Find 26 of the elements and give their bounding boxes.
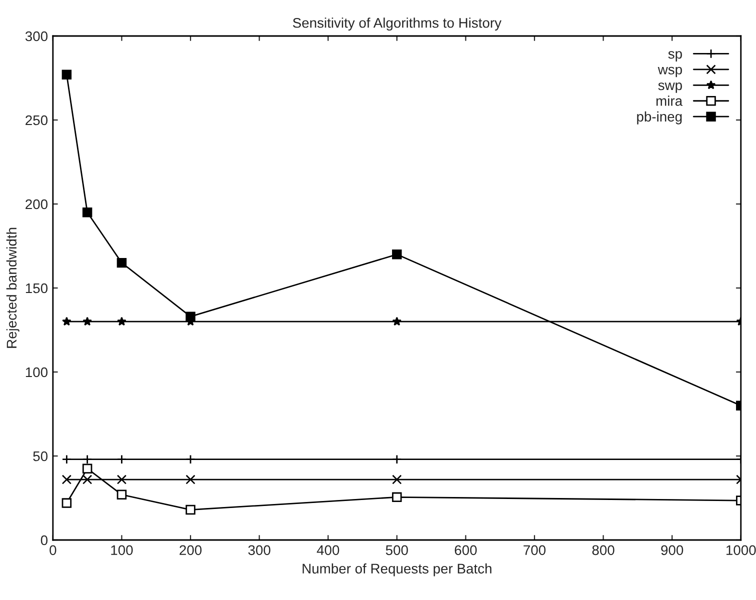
y-axis-title: Rejected bandwidth (6, 228, 20, 348)
legend-label: sp (668, 51, 682, 62)
legend-label: mira (656, 96, 683, 106)
x-tick-label: 800 (592, 545, 614, 556)
x-tick-label: 900 (661, 545, 684, 556)
y-tick-label: 100 (26, 367, 48, 378)
x-tick-label: 100 (111, 545, 133, 556)
legend-label: pb-ineg (637, 111, 682, 124)
chart-title: Sensitivity of Algorithms to History (292, 18, 502, 31)
x-tick-label: 200 (180, 545, 202, 556)
legend-label: wsp (658, 66, 682, 78)
y-tick-label: 250 (26, 115, 48, 126)
x-tick-label: 700 (524, 545, 546, 556)
x-tick-label: 300 (248, 545, 270, 556)
y-tick-label: 150 (26, 283, 48, 294)
x-tick-label: 400 (316, 545, 340, 556)
legend-label: swp (658, 82, 682, 93)
y-tick-label: 200 (26, 199, 48, 210)
x-tick-label: 500 (386, 545, 408, 556)
x-tick-label: 600 (454, 545, 477, 556)
x-tick-label: 1000 (726, 545, 756, 556)
x-axis-title: Number of Requests per Batch (302, 563, 492, 576)
y-tick-label: 300 (25, 31, 48, 42)
y-tick-label: 0 (40, 535, 48, 546)
y-tick-label: 50 (33, 451, 48, 462)
x-tick-label: 0 (50, 545, 56, 556)
